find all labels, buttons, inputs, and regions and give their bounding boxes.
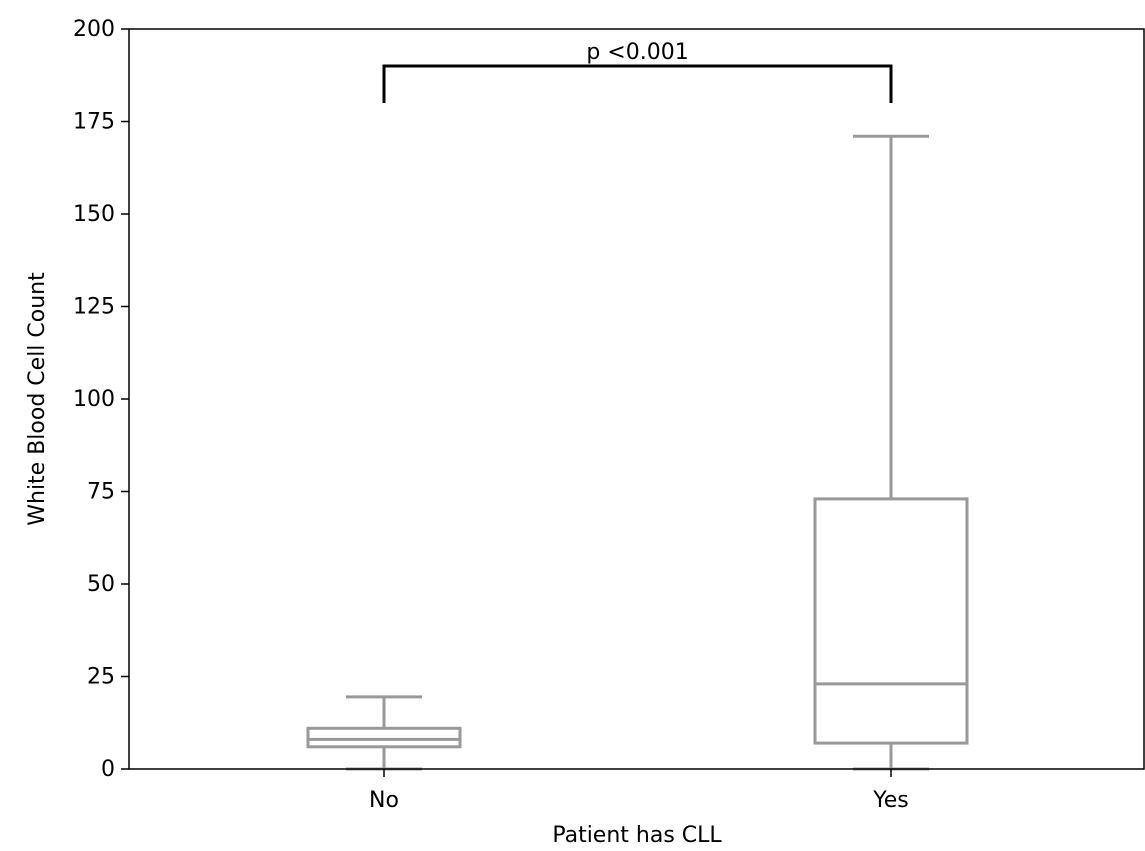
x-axis: No Yes xyxy=(369,769,909,813)
x-tick-label: Yes xyxy=(872,788,909,813)
x-tick-label: No xyxy=(369,788,399,813)
iqr-box xyxy=(306,726,462,749)
y-tick-label: 0 xyxy=(101,757,115,782)
y-tick-label: 25 xyxy=(87,665,115,690)
p-value-annotation: p <0.001 xyxy=(586,40,688,65)
plot-area: p <0.001 xyxy=(306,40,969,771)
box-yes xyxy=(813,134,969,771)
iqr-box xyxy=(813,497,969,745)
axes-frame xyxy=(128,28,1145,770)
y-tick-label: 175 xyxy=(73,110,115,135)
box-no xyxy=(306,695,462,771)
y-tick-label: 100 xyxy=(73,387,115,412)
y-tick-label: 50 xyxy=(87,572,115,597)
y-tick-label: 150 xyxy=(73,202,115,227)
significance-bracket xyxy=(382,64,893,103)
y-tick-label: 200 xyxy=(73,17,115,42)
x-axis-label: Patient has CLL xyxy=(552,823,722,848)
y-tick-label: 125 xyxy=(73,295,115,320)
y-tick-label: 75 xyxy=(87,480,115,505)
y-axis: 0 25 50 75 100 125 150 175 200 xyxy=(73,17,129,782)
y-axis-label: White Blood Cell Count xyxy=(25,272,50,526)
